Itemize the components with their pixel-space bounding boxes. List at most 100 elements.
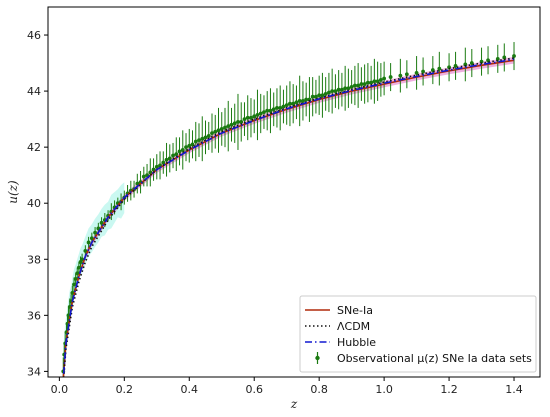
data-point <box>184 145 188 150</box>
y-tick-label: 36 <box>27 309 41 322</box>
data-point <box>236 120 240 124</box>
data-point <box>307 97 312 102</box>
x-tick-label: 0.4 <box>181 383 199 396</box>
model-curves <box>62 57 515 377</box>
data-point <box>314 94 318 99</box>
data-point <box>193 139 198 144</box>
data-point <box>437 66 442 71</box>
data-point <box>288 101 292 106</box>
y-tick-label: 42 <box>27 141 41 154</box>
data-point <box>200 136 205 141</box>
data-point <box>365 80 370 85</box>
legend: SNe-Ia ΛCDM Hubble Observational μ(z) SN… <box>299 295 537 373</box>
data-point <box>72 282 76 287</box>
x-tick-label: 0.0 <box>51 383 69 396</box>
legend-data-label: Observational μ(z) SNe Ia data sets <box>337 352 532 365</box>
data-point <box>502 55 507 60</box>
data-point <box>249 115 253 120</box>
data-point <box>203 135 208 140</box>
x-axis-title: z <box>290 397 298 411</box>
data-point <box>151 167 156 172</box>
data-point <box>96 226 101 231</box>
data-point <box>161 160 166 165</box>
data-point <box>167 156 172 161</box>
data-point <box>73 276 78 281</box>
data-point <box>320 93 325 98</box>
data-point <box>210 131 214 136</box>
data-point <box>512 54 516 58</box>
data-point <box>80 257 84 262</box>
data-point <box>190 142 195 147</box>
legend-lcdm-label: ΛCDM <box>337 320 370 333</box>
data-point <box>463 62 468 67</box>
data-point <box>382 76 387 81</box>
y-tick-label: 40 <box>27 197 41 210</box>
data-point <box>229 122 234 127</box>
data-point <box>177 149 182 154</box>
data-point <box>268 108 273 113</box>
data-point <box>262 110 266 115</box>
data-point <box>284 103 289 108</box>
y-tick-label: 46 <box>27 29 41 42</box>
data-point <box>76 265 81 270</box>
y-axis-title: u(z) <box>6 180 20 204</box>
x-axis-ticks: 0.0 0.2 0.4 0.6 0.8 1.0 1.2 1.4 <box>51 377 523 396</box>
data-point <box>317 93 322 98</box>
data-point <box>294 100 299 105</box>
data-point <box>398 73 403 78</box>
x-tick-label: 0.6 <box>245 383 263 396</box>
data-point <box>372 79 377 84</box>
data-point <box>239 120 244 124</box>
data-point <box>388 75 393 79</box>
data-point <box>174 152 179 157</box>
data-point <box>330 89 335 93</box>
data-point <box>86 240 91 245</box>
x-tick-label: 1.2 <box>440 383 458 396</box>
data-point <box>362 82 367 86</box>
data-point <box>242 117 247 122</box>
data-point <box>141 174 146 179</box>
data-point <box>404 72 409 77</box>
data-point <box>375 79 380 84</box>
data-point <box>99 220 104 225</box>
data-point <box>197 138 201 143</box>
data-point <box>213 129 218 134</box>
data-point <box>297 99 302 103</box>
data-point <box>271 107 276 112</box>
data-point <box>495 56 500 61</box>
data-point <box>216 128 221 133</box>
data-point <box>258 111 263 116</box>
data-point <box>378 77 383 82</box>
y-axis-ticks: 34 36 38 40 42 44 46 <box>27 29 48 378</box>
observational-error-bars <box>61 42 516 377</box>
data-point <box>304 97 309 102</box>
data-point <box>336 87 341 92</box>
data-point <box>70 291 75 295</box>
data-point <box>281 104 286 109</box>
y-tick-label: 34 <box>27 365 41 378</box>
x-tick-label: 0.8 <box>310 383 328 396</box>
data-point <box>369 80 374 85</box>
data-point <box>226 124 231 129</box>
data-point <box>278 106 283 110</box>
y-tick-label: 44 <box>27 85 41 98</box>
data-point <box>414 70 419 75</box>
legend-data-marker <box>315 355 320 361</box>
x-tick-label: 1.0 <box>375 383 393 396</box>
data-point <box>83 248 88 253</box>
data-point <box>89 236 94 241</box>
data-point <box>245 115 250 120</box>
data-point <box>323 91 328 96</box>
x-tick-label: 1.4 <box>505 383 523 396</box>
data-point <box>223 125 227 130</box>
data-point <box>265 108 270 113</box>
data-point <box>154 164 159 169</box>
data-point <box>310 94 315 99</box>
data-point <box>352 83 357 88</box>
data-point <box>78 260 83 264</box>
data-point <box>346 86 351 91</box>
data-point <box>359 82 364 86</box>
hubble-curve <box>62 58 515 377</box>
data-point <box>327 90 331 95</box>
